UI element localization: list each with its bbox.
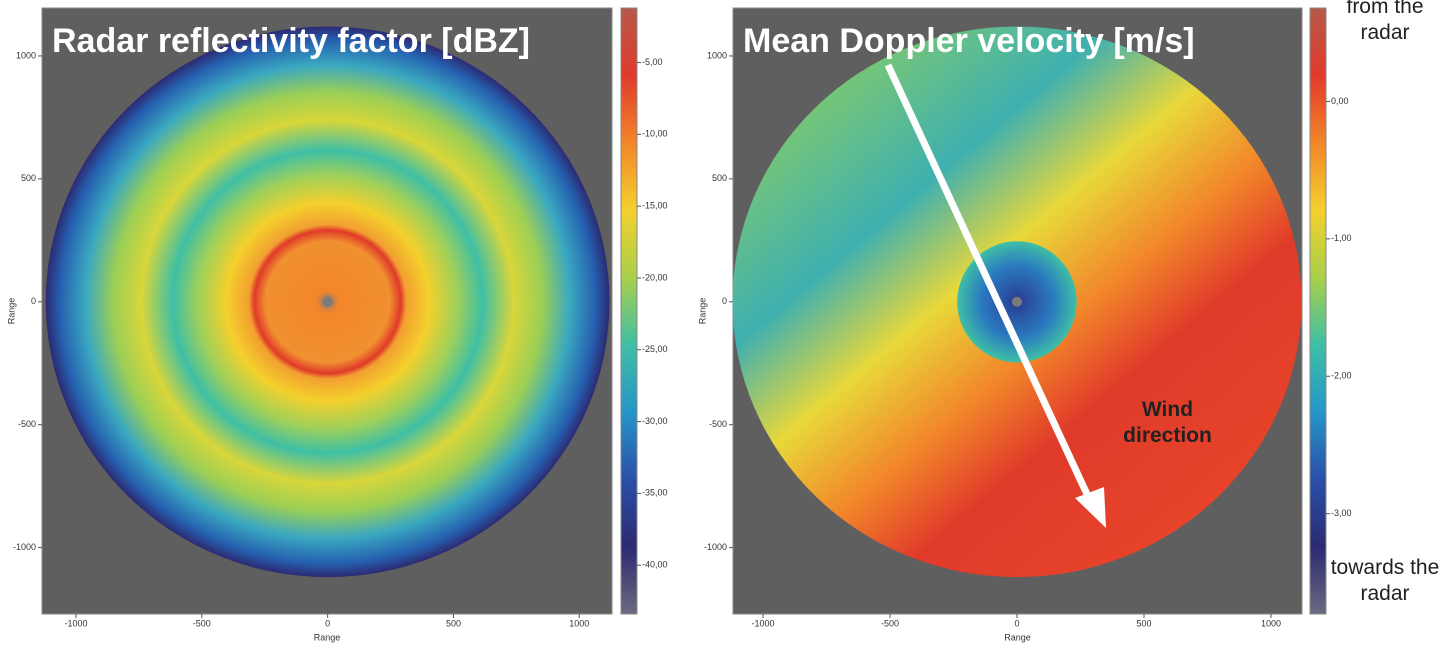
radar-center: [1011, 296, 1022, 307]
chart-title: Radar reflectivity factor [dBZ]: [52, 22, 530, 60]
y-tick-label: 500: [21, 173, 36, 183]
colorbar-tick-label: -1,00: [1331, 233, 1352, 243]
x-axis-label: Range: [314, 632, 341, 642]
annotation-arrow: Wind direction: [1123, 398, 1212, 448]
y-tick-label: 1000: [707, 50, 727, 60]
y-axis-label: Range: [697, 298, 707, 325]
radar-center: [322, 296, 333, 307]
wind-arrow: [884, 63, 1096, 507]
y-axis-label: Range: [6, 298, 16, 325]
colorbar-tick-label: -35,00: [642, 488, 668, 498]
colorbar-tick-label: -40,00: [642, 560, 668, 570]
y-tick-label: -1000: [13, 542, 36, 552]
colorbar-tick-label: -3,00: [1331, 508, 1352, 518]
colorbar: [620, 7, 638, 615]
colorbar-tick-label: -20,00: [642, 272, 668, 282]
y-tick-label: 1000: [16, 50, 36, 60]
x-axis-label: Range: [1004, 632, 1031, 642]
annotation-bottom: towards the radar: [1330, 556, 1440, 606]
x-tick-label: -1000: [64, 618, 87, 628]
y-tick-label: -500: [709, 419, 727, 429]
x-tick-label: 500: [446, 618, 461, 628]
colorbar-tick-label: -2,00: [1331, 371, 1352, 381]
colorbar-tick-label: -5,00: [642, 57, 663, 67]
x-tick-label: -1000: [751, 618, 774, 628]
x-tick-label: -500: [881, 618, 899, 628]
y-tick-label: 0: [31, 296, 36, 306]
colorbar-tick-label: 0,00: [1331, 96, 1349, 106]
colorbar-tick-label: -25,00: [642, 344, 668, 354]
colorbar: [1309, 7, 1327, 615]
x-tick-label: 500: [1136, 618, 1151, 628]
x-tick-label: 0: [325, 618, 330, 628]
x-tick-label: -500: [193, 618, 211, 628]
y-tick-label: 500: [712, 173, 727, 183]
x-tick-label: 0: [1014, 618, 1019, 628]
colorbar-tick-label: -30,00: [642, 416, 668, 426]
y-tick-label: -500: [18, 419, 36, 429]
chart-title: Mean Doppler velocity [m/s]: [743, 22, 1195, 60]
annotation-top: from the radar: [1346, 0, 1424, 45]
wind-arrow-head: [1075, 487, 1106, 528]
colorbar-tick-label: -10,00: [642, 129, 668, 139]
x-tick-label: 1000: [569, 618, 589, 628]
y-tick-label: -1000: [704, 542, 727, 552]
x-tick-label: 1000: [1261, 618, 1281, 628]
colorbar-tick-label: -15,00: [642, 201, 668, 211]
y-tick-label: 0: [722, 296, 727, 306]
